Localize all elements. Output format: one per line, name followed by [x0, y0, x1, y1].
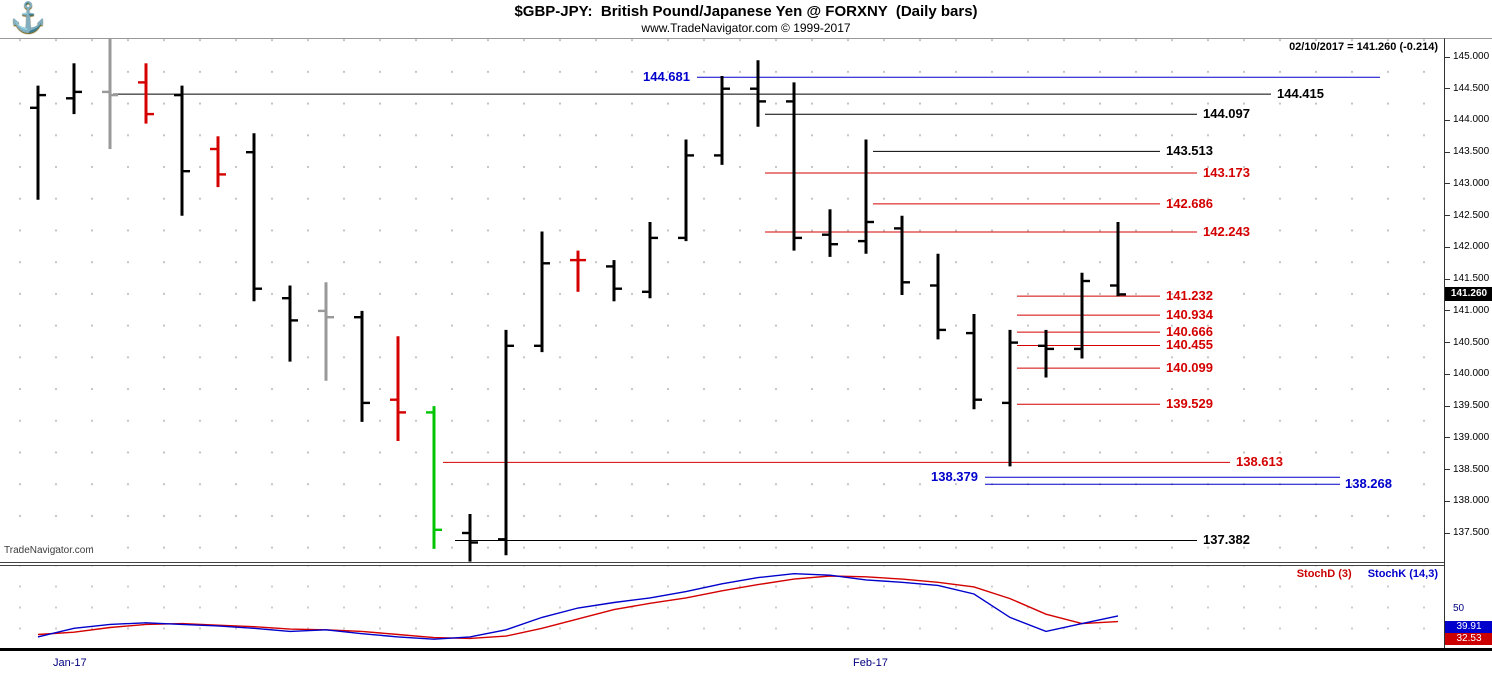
price-axis-tick: [1445, 120, 1450, 121]
price-axis-label-143.000: 143.000: [1453, 178, 1490, 189]
level-label-143.513[interactable]: 143.513: [1166, 143, 1213, 158]
level-label-142.686[interactable]: 142.686: [1166, 196, 1213, 211]
price-axis-tick: [1445, 88, 1450, 89]
price-axis-tick: [1445, 406, 1450, 407]
level-label-140.666[interactable]: 140.666: [1166, 324, 1213, 339]
price-axis-tick: [1445, 247, 1450, 248]
level-label-143.173[interactable]: 143.173: [1203, 165, 1250, 180]
stoch-d-legend[interactable]: StochD (3): [1296, 568, 1352, 580]
stoch-k-value-badge: 39.91: [1445, 621, 1492, 633]
price-axis-tick: [1445, 501, 1450, 502]
price-axis-tick: [1445, 374, 1450, 375]
price-panel[interactable]: 144.681 144.415 144.097 143.513 143.173 142.6…: [0, 38, 1444, 563]
level-label-140.455[interactable]: 140.455: [1166, 337, 1213, 352]
price-axis-tick: [1445, 342, 1450, 343]
price-axis-label-139.000: 139.000: [1453, 432, 1490, 443]
stoch-panel[interactable]: StochD (3) StochK (14,3): [0, 565, 1444, 648]
level-label-138.613[interactable]: 138.613: [1236, 454, 1283, 469]
quote-readout: 02/10/2017 = 141.260 (-0.214): [1289, 41, 1438, 53]
level-label-138.268[interactable]: 138.268: [1345, 476, 1392, 491]
level-label-144.097[interactable]: 144.097: [1203, 106, 1250, 121]
price-bars-chart: [30, 39, 1380, 562]
price-axis-tick: [1445, 533, 1450, 534]
last-price-badge: 141.260: [1445, 287, 1492, 301]
level-label-140.934[interactable]: 140.934: [1166, 307, 1213, 322]
chart-subtitle: www.TradeNavigator.com © 1999-2017: [641, 21, 851, 35]
stoch-chart: [37, 572, 1119, 640]
price-axis-label-139.500: 139.500: [1453, 400, 1490, 411]
watermark: TradeNavigator.com: [4, 545, 94, 556]
time-axis-label-jan: Jan-17: [53, 657, 87, 669]
level-label-140.099[interactable]: 140.099: [1166, 360, 1213, 375]
level-label-141.232[interactable]: 141.232: [1166, 288, 1213, 303]
chart-title: $GBP-JPY: British Pound/Japanese Yen @ F…: [514, 3, 978, 20]
time-axis-label-feb: Feb-17: [853, 657, 888, 669]
price-axis-label-138.000: 138.000: [1453, 495, 1490, 506]
level-label-144.681[interactable]: 144.681: [643, 69, 690, 84]
price-axis-label-138.500: 138.500: [1453, 464, 1490, 475]
price-axis-label-140.000: 140.000: [1453, 368, 1490, 379]
price-axis-label-141.500: 141.500: [1453, 273, 1490, 284]
time-axis-bar: [0, 648, 1492, 651]
price-axis-label-140.500: 140.500: [1453, 337, 1490, 348]
price-axis-tick: [1445, 469, 1450, 470]
price-axis-tick: [1445, 437, 1450, 438]
price-axis-label-144.500: 144.500: [1453, 83, 1490, 94]
price-axis[interactable]: 145.000 144.500 144.000 143.500 143.000 142.5…: [1444, 38, 1492, 648]
price-axis-label-137.500: 137.500: [1453, 527, 1490, 538]
price-axis-tick: [1445, 279, 1450, 280]
price-axis-tick: [1445, 183, 1450, 184]
price-axis-label-144.000: 144.000: [1453, 114, 1490, 125]
stoch-k-legend[interactable]: StochK (14,3): [1367, 568, 1438, 580]
price-axis-label-141.000: 141.000: [1453, 305, 1490, 316]
price-axis-tick: [1445, 215, 1450, 216]
price-axis-tick: [1445, 57, 1450, 58]
price-axis-label-142.000: 142.000: [1453, 241, 1490, 252]
price-axis-label-145.000: 145.000: [1453, 51, 1490, 62]
level-label-137.382[interactable]: 137.382: [1203, 532, 1250, 547]
stoch-axis-50-label: 50: [1453, 603, 1465, 614]
level-label-138.379[interactable]: 138.379: [931, 469, 978, 484]
price-axis-tick: [1445, 152, 1450, 153]
stoch-d-value-badge: 32.53: [1445, 633, 1492, 645]
level-label-144.415[interactable]: 144.415: [1277, 86, 1324, 101]
level-label-139.529[interactable]: 139.529: [1166, 396, 1213, 411]
stoch-legend: StochD (3) StochK (14,3): [1296, 568, 1438, 580]
price-axis-label-143.500: 143.500: [1453, 146, 1490, 157]
time-axis: Jan-17 Feb-17: [0, 651, 1492, 677]
chart-header: ⚓ $GBP-JPY: British Pound/Japanese Yen @…: [0, 0, 1492, 38]
price-axis-label-142.500: 142.500: [1453, 210, 1490, 221]
anchor-logo-icon: ⚓: [10, 2, 47, 34]
price-axis-tick: [1445, 310, 1450, 311]
level-label-142.243[interactable]: 142.243: [1203, 224, 1250, 239]
